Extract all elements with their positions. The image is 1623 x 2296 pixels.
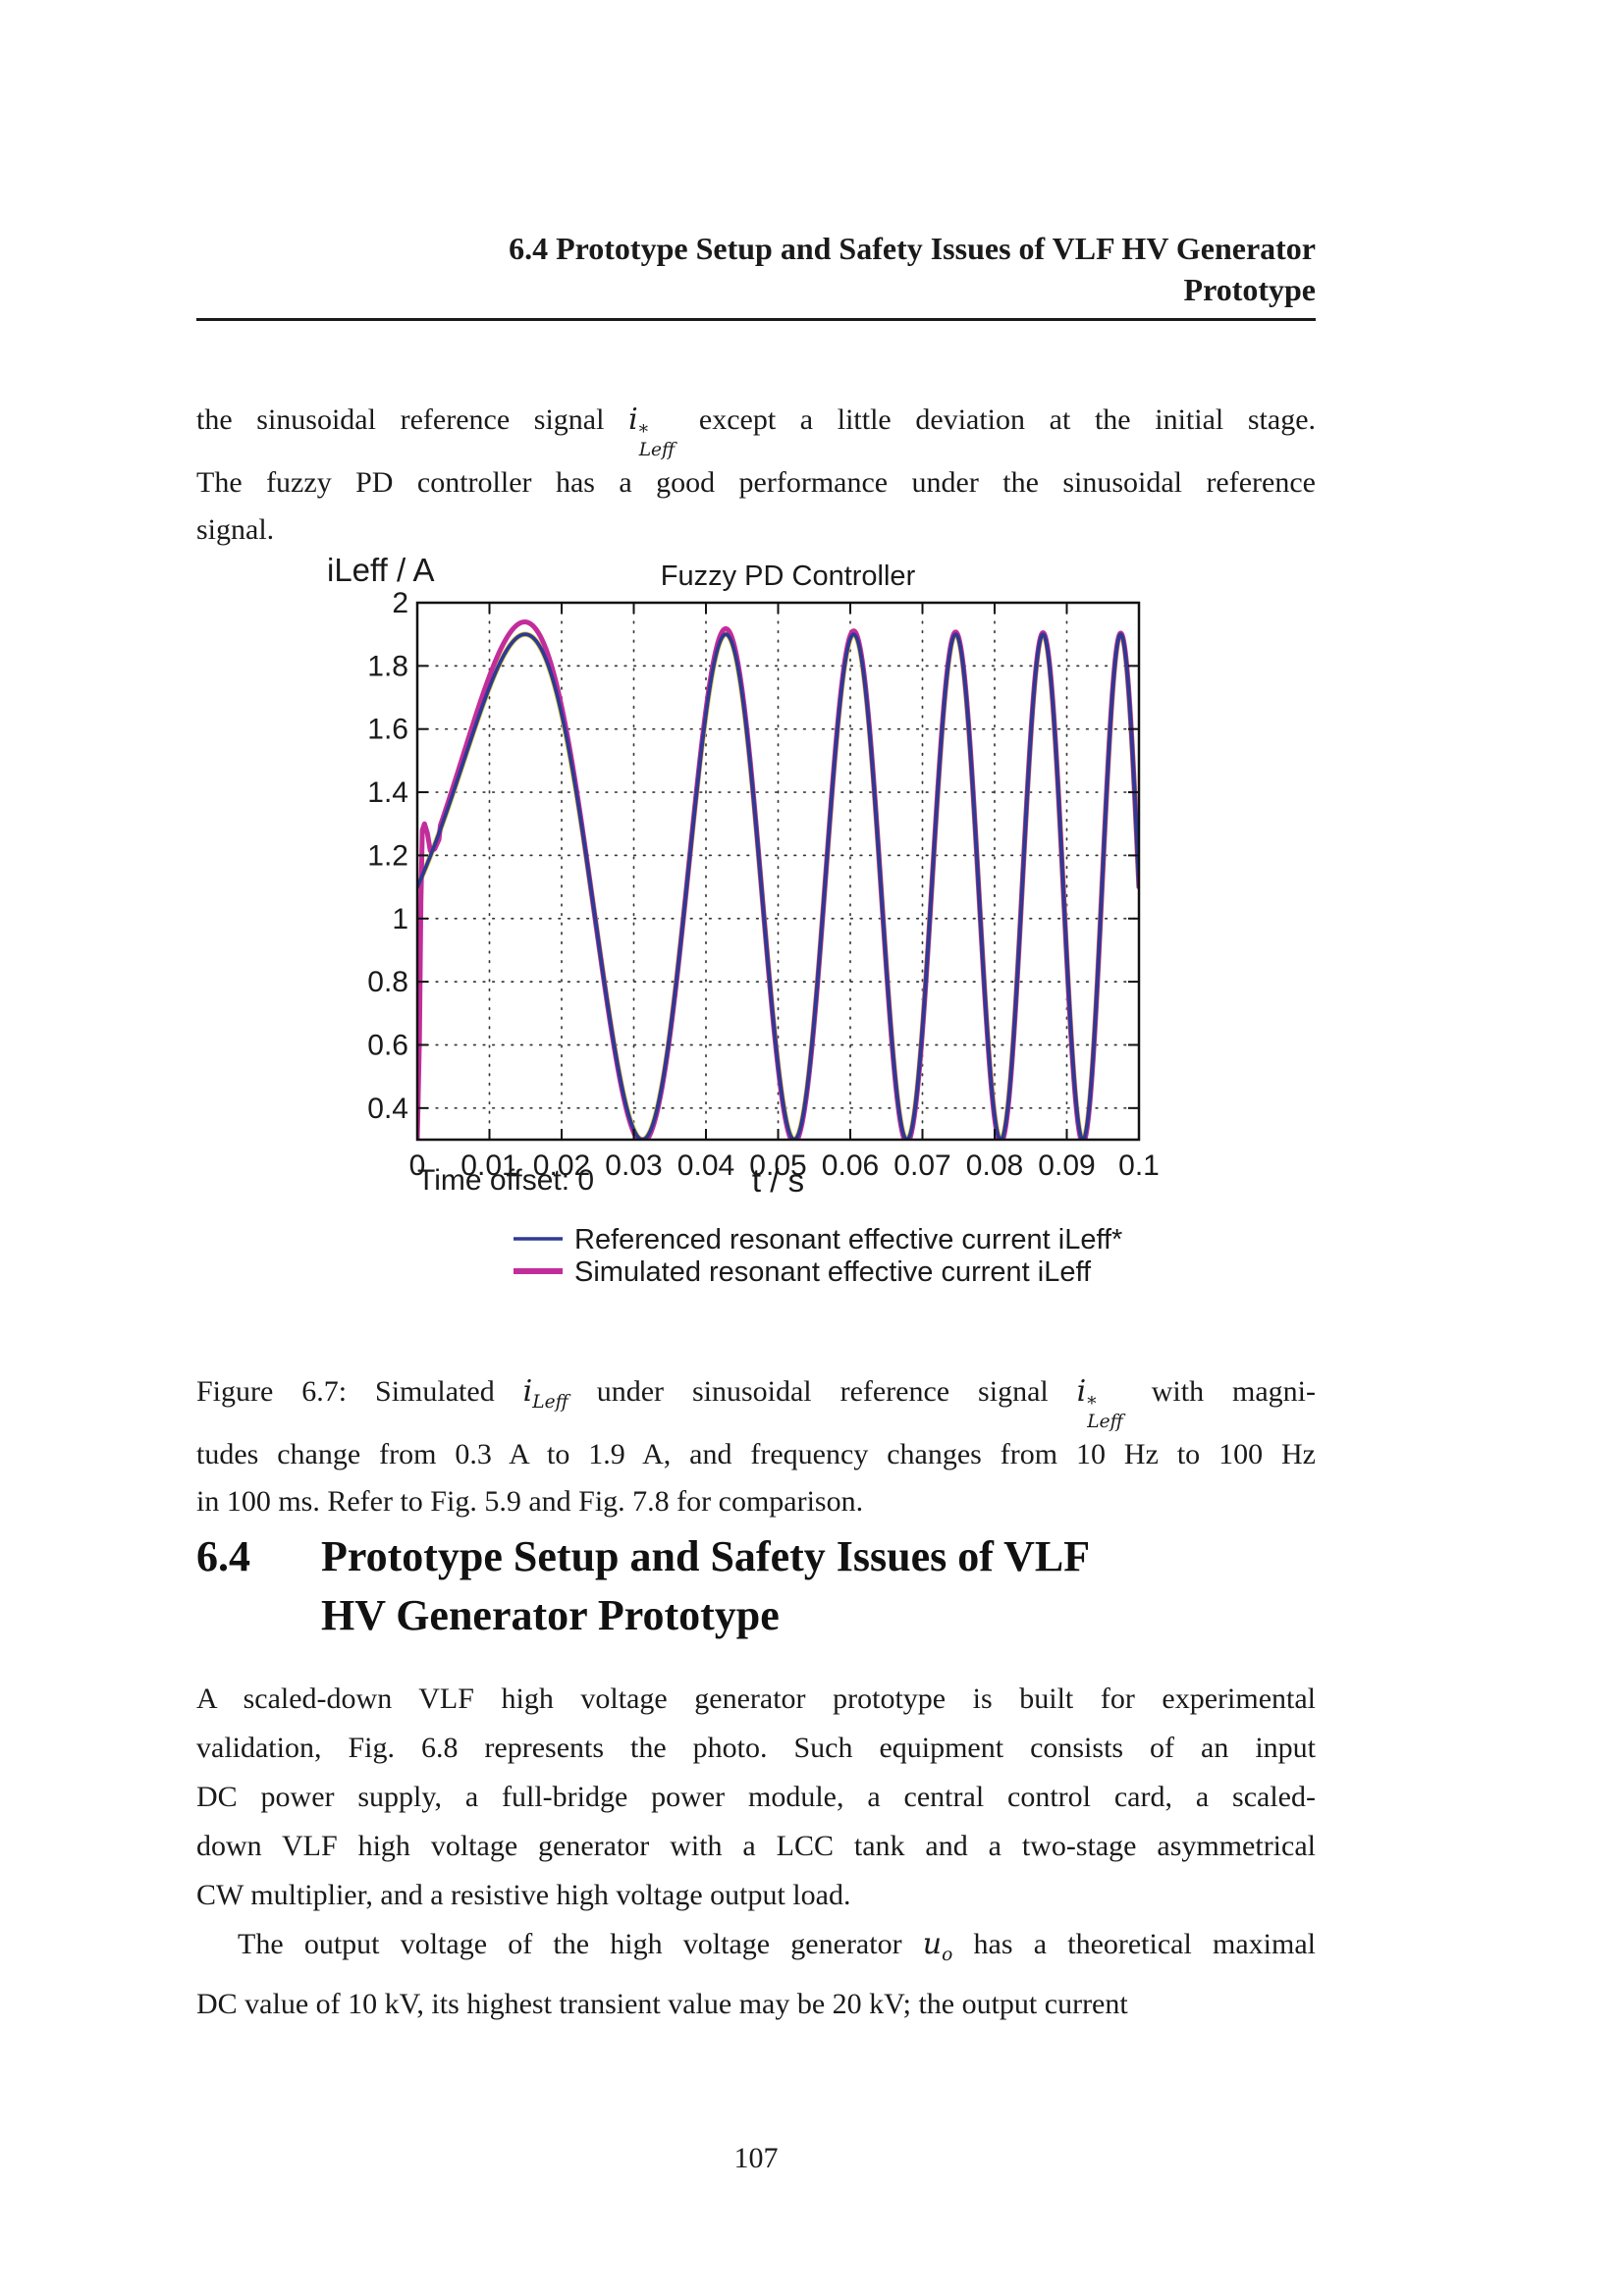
page-number: 107 xyxy=(733,2142,779,2174)
x-tick-label: 0.03 xyxy=(605,1149,662,1182)
y-tick-label: 1 xyxy=(392,903,408,935)
text-line: CW multiplier, and a resistive high volt… xyxy=(196,1879,851,1911)
caption-line: in 100 ms. Refer to Fig. 5.9 and Fig. 7.… xyxy=(196,1484,864,1518)
section-number: 6.4 xyxy=(196,1532,250,1580)
text-line: A scaled-down VLF high voltage generator… xyxy=(196,1682,1316,1715)
figure-6-7-caption: Figure 6.7: Simulated iLeff under sinuso… xyxy=(196,1368,1316,1525)
figure-6-7-chart: 0 0.01 0.02 0.03 0.04 0.05 0.06 0.07 0.08 0.09 0.1… xyxy=(324,546,1208,1311)
section-title-line1: Prototype Setup and Safety Issues of VLF xyxy=(321,1532,1091,1580)
chart-title: Fuzzy PD Controller xyxy=(661,561,916,592)
caption-line: tudes change from 0.3 A to 1.9 A, and fr… xyxy=(196,1437,1316,1470)
text-line: down VLF high voltage generator with a L… xyxy=(196,1830,1316,1862)
text-line: DC power supply, a full-bridge power mod… xyxy=(196,1781,1316,1813)
x-tick-label: 0 xyxy=(409,1149,426,1182)
running-header-line2: Prototype xyxy=(1183,272,1316,307)
caption-line: Figure 6.7: Simulated iLeff under sinuso… xyxy=(196,1374,1317,1432)
y-tick-label: 0.4 xyxy=(367,1093,408,1125)
x-tick-label: 0.08 xyxy=(966,1149,1023,1182)
legend-label: Referenced resonant effective current iL… xyxy=(574,1224,1122,1255)
running-header-line1: 6.4 Prototype Setup and Safety Issues of… xyxy=(509,231,1316,266)
x-tick-label: 0.04 xyxy=(677,1149,734,1182)
y-tick-label: 1.2 xyxy=(367,839,408,872)
intro-paragraph: the sinusoidal reference signal i * Leff e… xyxy=(196,397,1316,554)
x-tick-label: 0.09 xyxy=(1038,1149,1095,1182)
text-line: The fuzzy PD controller has a good perfo… xyxy=(196,465,1316,499)
text-line: the sinusoidal reference signal i * Leff e… xyxy=(196,402,1317,460)
section-title-line2: HV Generator Prototype xyxy=(321,1591,780,1639)
body-paragraphs: A scaled-down VLF high voltage generator… xyxy=(196,1675,1316,2029)
chart-x-axis-label: t / s xyxy=(752,1162,804,1199)
text-line: validation, Fig. 6.8 represents the phot… xyxy=(196,1732,1316,1764)
x-tick-label: 0.1 xyxy=(1118,1149,1160,1182)
y-tick-label: 2 xyxy=(392,587,408,619)
section-title: Prototype Setup and Safety Issues of VLF… xyxy=(321,1527,1090,1645)
x-tick-label: 0.06 xyxy=(822,1149,879,1182)
y-tick-label: 1.8 xyxy=(367,650,408,682)
x-tick-label: 0.05 xyxy=(749,1149,806,1182)
x-tick-label: 0.02 xyxy=(533,1149,590,1182)
x-tick-label: 0.01 xyxy=(460,1149,517,1182)
y-tick-label: 0.8 xyxy=(367,966,408,998)
text-line: DC value of 10 kV, its highest transient… xyxy=(196,1988,1128,2020)
x-tick-label: 0.07 xyxy=(893,1149,950,1182)
y-tick-label: 1.6 xyxy=(367,714,408,746)
y-tick-label: 1.4 xyxy=(367,776,408,809)
y-tick-label: 0.6 xyxy=(367,1029,408,1061)
line-chart: 0 0.01 0.02 0.03 0.04 0.05 0.06 0.07 0.08 0.09 0.1… xyxy=(327,552,1160,1288)
chart-time-offset-label: Time offset: 0 xyxy=(417,1164,594,1197)
running-header: 6.4 Prototype Setup and Safety Issues of… xyxy=(196,228,1316,321)
legend-label: Simulated resonant effective current iLe… xyxy=(574,1256,1092,1288)
text-line: signal. xyxy=(196,512,275,546)
section-heading: 6.4 Prototype Setup and Safety Issues of… xyxy=(196,1527,1316,1645)
chart-y-axis-label: iLeff / A xyxy=(327,552,434,588)
text-line: The output voltage of the high voltage g… xyxy=(238,1927,1316,1965)
